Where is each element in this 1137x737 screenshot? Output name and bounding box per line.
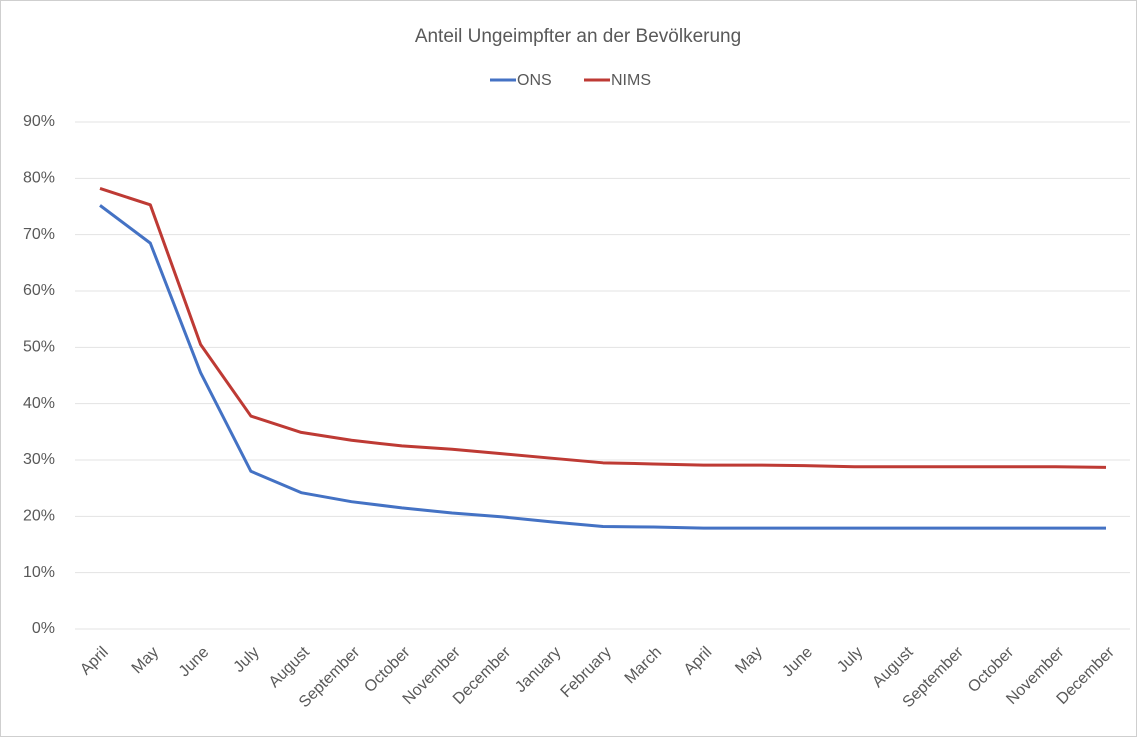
chart-title: Anteil Ungeimpfter an der Bevölkerung (415, 26, 741, 47)
y-tick-label: 0% (32, 620, 55, 637)
y-tick-label: 10% (23, 564, 55, 581)
y-tick-label: 20% (23, 508, 55, 525)
y-tick-label: 90% (23, 113, 55, 130)
y-tick-label: 70% (23, 226, 55, 243)
legend-label: ONS (517, 72, 552, 89)
y-tick-label: 30% (23, 451, 55, 468)
y-tick-label: 50% (23, 339, 55, 356)
line-series (99, 187, 1107, 469)
line-series (99, 204, 1106, 530)
y-tick-label: 40% (23, 395, 55, 412)
y-tick-label: 60% (23, 282, 55, 299)
legend-label: NIMS (611, 72, 651, 89)
y-tick-label: 80% (23, 170, 55, 187)
